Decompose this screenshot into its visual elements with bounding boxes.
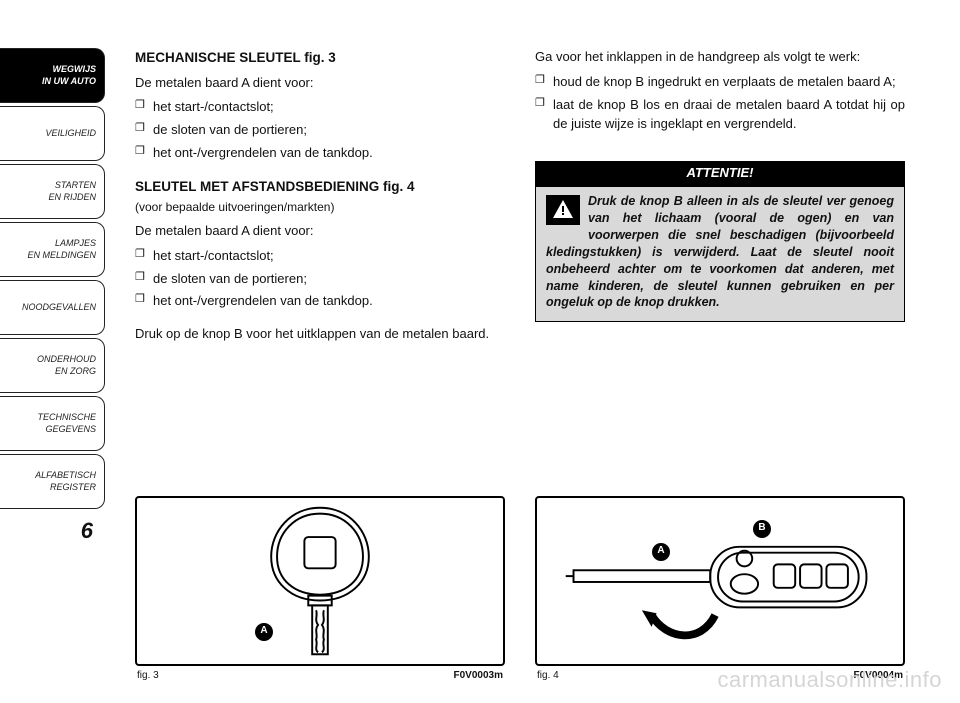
tab-alfabetisch[interactable]: ALFABETISCH REGISTER — [0, 454, 105, 509]
figure-3-image: A — [135, 496, 505, 666]
sidebar: WEGWIJS IN UW AUTO VEILIGHEID STARTEN EN… — [0, 0, 105, 703]
warning-icon — [546, 195, 580, 225]
figure-caption: fig. 3 F0V0003m — [135, 669, 505, 684]
tab-label: WEGWIJS — [52, 64, 96, 75]
tab-label: ALFABETISCH — [35, 470, 96, 481]
list-item: het ont-/vergrendelen van de tankdop. — [135, 292, 505, 311]
page: WEGWIJS IN UW AUTO VEILIGHEID STARTEN EN… — [0, 0, 960, 703]
tab-lampjes[interactable]: LAMPJES EN MELDINGEN — [0, 222, 105, 277]
tab-label: STARTEN — [55, 180, 96, 191]
tab-veiligheid[interactable]: VEILIGHEID — [0, 106, 105, 161]
tab-wegwijs[interactable]: WEGWIJS IN UW AUTO — [0, 48, 105, 103]
remote-key-illustration-icon — [537, 498, 903, 664]
tab-label: LAMPJES — [55, 238, 96, 249]
list-item: laat de knop B los en draai de metalen b… — [535, 96, 905, 134]
figure-caption-left: fig. 3 — [137, 669, 159, 684]
figure-label-A: A — [652, 543, 670, 561]
figure-caption-code: F0V0003m — [454, 669, 503, 684]
paragraph-subnote: (voor bepaalde uitvoeringen/markten) — [135, 199, 505, 216]
tab-label: REGISTER — [50, 482, 96, 493]
list-item: de sloten van de portieren; — [135, 121, 505, 140]
tab-label: EN ZORG — [55, 366, 96, 377]
tab-label: VEILIGHEID — [45, 128, 96, 139]
list: het start-/contactslot; de sloten van de… — [135, 247, 505, 316]
content: MECHANISCHE SLEUTEL fig. 3 De metalen ba… — [105, 0, 960, 703]
heading-mechanical-key: MECHANISCHE SLEUTEL fig. 3 — [135, 48, 505, 68]
tab-label: EN RIJDEN — [48, 192, 96, 203]
list-item: de sloten van de portieren; — [135, 270, 505, 289]
tab-label: EN MELDINGEN — [27, 250, 96, 261]
paragraph: Druk op de knop B voor het uitklappen va… — [135, 325, 505, 344]
tab-label: IN UW AUTO — [42, 76, 96, 87]
tab-label: ONDERHOUD — [37, 354, 96, 365]
list: houd de knop B ingedrukt en verplaats de… — [535, 73, 905, 138]
figure-4-image: A B — [535, 496, 905, 666]
tab-technische[interactable]: TECHNISCHE GEGEVENS — [0, 396, 105, 451]
paragraph: Ga voor het inklappen in de handgreep al… — [535, 48, 905, 67]
list-item: houd de knop B ingedrukt en verplaats de… — [535, 73, 905, 92]
figure-caption-code: F0V0004m — [854, 669, 903, 684]
list-item: het start-/contactslot; — [135, 247, 505, 266]
alert-heading: ATTENTIE! — [536, 162, 904, 187]
figure-3: A fig. 3 F0V0003m — [135, 496, 505, 684]
tab-noodgevallen[interactable]: NOODGEVALLEN — [0, 280, 105, 335]
tab-label: TECHNISCHE — [37, 412, 96, 423]
figure-caption: fig. 4 F0V0004m — [535, 669, 905, 684]
key-illustration-icon — [137, 498, 503, 664]
tab-label: GEGEVENS — [45, 424, 96, 435]
alert-body: Druk de knop B alleen in als de sleutel … — [546, 193, 894, 311]
list: het start-/contactslot; de sloten van de… — [135, 98, 505, 167]
tab-onderhoud[interactable]: ONDERHOUD EN ZORG — [0, 338, 105, 393]
alert-box: ATTENTIE! Druk de knop B alleen in als d… — [535, 161, 905, 322]
figure-4: A B fig. 4 F0V0004m — [535, 496, 905, 684]
column-right: Ga voor het inklappen in de handgreep al… — [535, 48, 905, 683]
paragraph: De metalen baard A dient voor: — [135, 222, 505, 241]
heading-remote-key: SLEUTEL MET AFSTANDSBEDIENING fig. 4 — [135, 177, 505, 197]
list-item: het ont-/vergrendelen van de tankdop. — [135, 144, 505, 163]
figure-caption-left: fig. 4 — [537, 669, 559, 684]
page-number: 6 — [0, 518, 105, 544]
tab-starten[interactable]: STARTEN EN RIJDEN — [0, 164, 105, 219]
column-left: MECHANISCHE SLEUTEL fig. 3 De metalen ba… — [135, 48, 505, 683]
list-item: het start-/contactslot; — [135, 98, 505, 117]
figure-label-A: A — [255, 623, 273, 641]
figure-label-B: B — [753, 520, 771, 538]
paragraph: De metalen baard A dient voor: — [135, 74, 505, 93]
tab-label: NOODGEVALLEN — [22, 302, 96, 313]
